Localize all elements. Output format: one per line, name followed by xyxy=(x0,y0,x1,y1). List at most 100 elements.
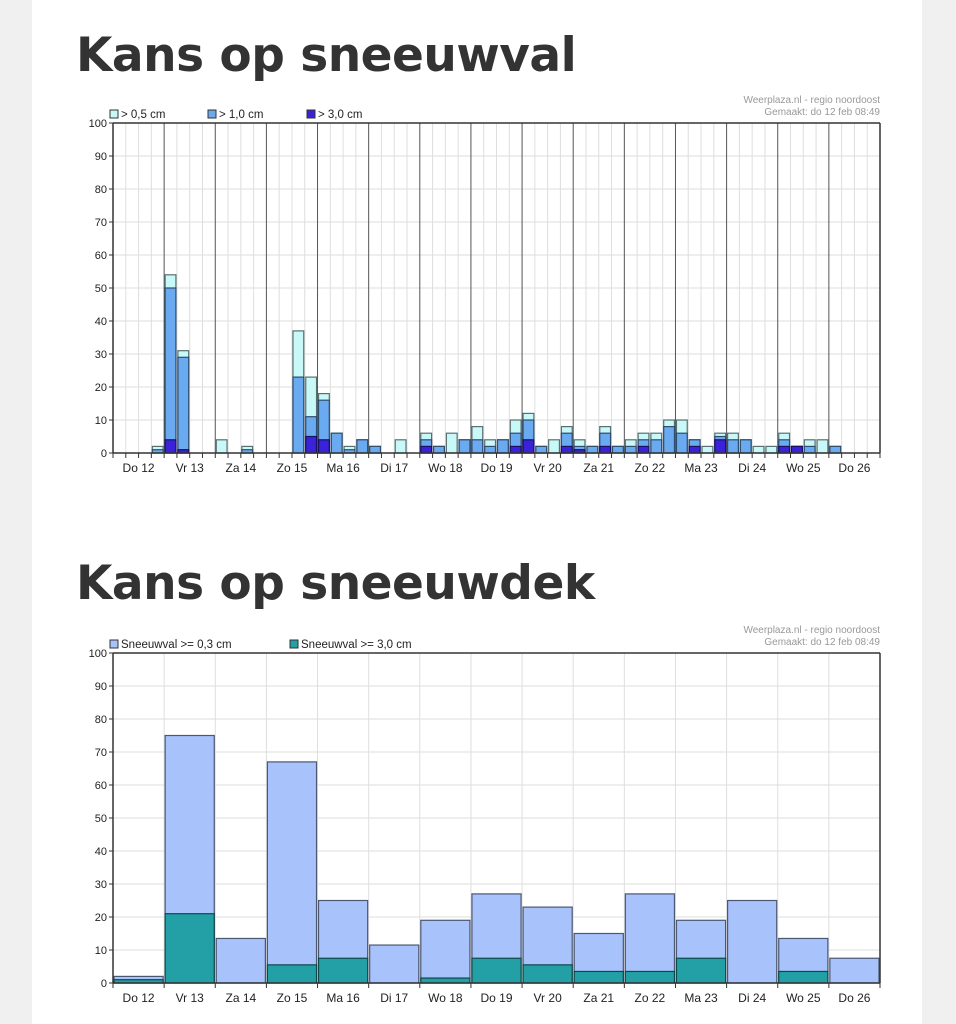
y-tick-label: 0 xyxy=(101,448,107,460)
x-tick-label: Ma 16 xyxy=(326,991,360,1005)
bar xyxy=(292,376,305,454)
x-tick-label: Wo 25 xyxy=(786,991,821,1005)
x-tick-label: Do 26 xyxy=(838,461,870,475)
y-tick-label: 70 xyxy=(95,217,107,229)
bar xyxy=(317,439,330,454)
legend-label: > 3,0 cm xyxy=(318,109,362,121)
y-tick-label: 60 xyxy=(95,250,107,262)
legend-swatch xyxy=(109,109,119,119)
bar xyxy=(471,957,522,984)
bar xyxy=(701,445,714,454)
section-title-snowcover: Kans op sneeuwdek xyxy=(76,556,595,611)
bar xyxy=(599,445,612,454)
chart-snowfall: 0 10 20 30 40 50 60 70 80 90 100 Do 12 Vr 13 Za 14 Zo … xyxy=(89,95,881,475)
bar xyxy=(535,445,548,454)
bar xyxy=(624,893,676,984)
source-label: Weerplaza.nl - regio noordoost xyxy=(743,95,880,106)
y-tick-label: 40 xyxy=(95,846,107,858)
bar xyxy=(739,439,752,454)
y-tick-label: 30 xyxy=(95,879,107,891)
bar xyxy=(177,356,190,454)
y-tick-label: 100 xyxy=(89,118,107,130)
y-tick-label: 80 xyxy=(95,184,107,196)
bar xyxy=(688,445,701,454)
legend-swatch xyxy=(289,639,299,649)
bar xyxy=(356,439,369,454)
bar xyxy=(675,957,727,984)
y-tick-label: 40 xyxy=(95,316,107,328)
bar xyxy=(778,970,829,984)
x-tick-label: Za 14 xyxy=(225,991,256,1005)
y-tick-label: 100 xyxy=(89,648,107,660)
bar xyxy=(420,919,471,984)
bar xyxy=(420,445,433,454)
bar xyxy=(266,761,318,984)
bar xyxy=(394,439,407,454)
y-tick-label: 60 xyxy=(95,780,107,792)
x-tick-label: Vr 13 xyxy=(176,991,205,1005)
y-tick-label: 70 xyxy=(95,747,107,759)
bar xyxy=(586,445,599,454)
legend-swatch xyxy=(306,109,316,119)
x-tick-label: Zo 22 xyxy=(635,461,666,475)
y-tick-label: 20 xyxy=(95,912,107,924)
y-tick-label: 30 xyxy=(95,349,107,361)
x-tick-label: Di 24 xyxy=(738,991,766,1005)
bar xyxy=(471,439,484,454)
bar xyxy=(714,439,727,454)
x-tick-label: Do 19 xyxy=(480,991,512,1005)
x-tick-label: Di 24 xyxy=(738,461,766,475)
y-tick-label: 20 xyxy=(95,382,107,394)
legend-swatch xyxy=(207,109,217,119)
bar xyxy=(726,439,739,454)
legend-label: Sneeuwval >= 0,3 cm xyxy=(121,639,232,651)
made-label: Gemaakt: do 12 feb 08:49 xyxy=(764,107,880,118)
x-tick-label: Wo 18 xyxy=(428,991,463,1005)
y-tick-label: 10 xyxy=(95,945,107,957)
chart-snowcover: 0 10 20 30 40 50 60 70 80 90 100 Do 12 Vr 13 Za 14 Zo … xyxy=(89,625,881,1005)
section-title-snowfall: Kans op sneeuwval xyxy=(76,28,577,83)
x-tick-label: Zo 15 xyxy=(277,461,308,475)
bar xyxy=(522,964,573,984)
bar xyxy=(790,445,803,454)
bar xyxy=(484,445,497,454)
bar xyxy=(369,944,420,984)
x-tick-label: Do 26 xyxy=(838,991,870,1005)
bar xyxy=(663,426,676,454)
bar xyxy=(215,439,228,454)
bar xyxy=(164,913,215,984)
bar xyxy=(765,445,778,454)
bar xyxy=(509,445,522,454)
legend-swatch xyxy=(109,639,119,649)
bar xyxy=(305,435,318,454)
x-tick-label: Zo 22 xyxy=(635,991,666,1005)
bar xyxy=(675,432,688,454)
bar xyxy=(317,957,369,984)
y-tick-label: 90 xyxy=(95,681,107,693)
bar xyxy=(522,439,535,454)
bar xyxy=(829,957,880,984)
x-tick-label: Wo 18 xyxy=(428,461,463,475)
bar xyxy=(548,439,561,454)
bar xyxy=(829,445,842,454)
bar xyxy=(803,445,816,454)
bar xyxy=(445,432,458,454)
legend-label: > 1,0 cm xyxy=(219,109,263,121)
bar xyxy=(611,445,624,454)
bar xyxy=(266,964,318,984)
x-tick-label: Vr 13 xyxy=(176,461,205,475)
x-tick-label: Za 21 xyxy=(583,461,614,475)
bar xyxy=(164,287,177,454)
x-tick-label: Do 12 xyxy=(123,461,155,475)
bar xyxy=(726,899,778,984)
x-tick-label: Wo 25 xyxy=(786,461,821,475)
x-tick-label: Do 19 xyxy=(480,461,512,475)
x-tick-label: Za 14 xyxy=(225,461,256,475)
x-tick-label: Ma 16 xyxy=(326,461,360,475)
x-tick-label: Di 17 xyxy=(380,461,408,475)
x-tick-label: Vr 20 xyxy=(534,991,563,1005)
bar xyxy=(624,970,676,984)
y-tick-label: 80 xyxy=(95,714,107,726)
bar xyxy=(637,445,650,454)
x-tick-label: Do 12 xyxy=(123,991,155,1005)
